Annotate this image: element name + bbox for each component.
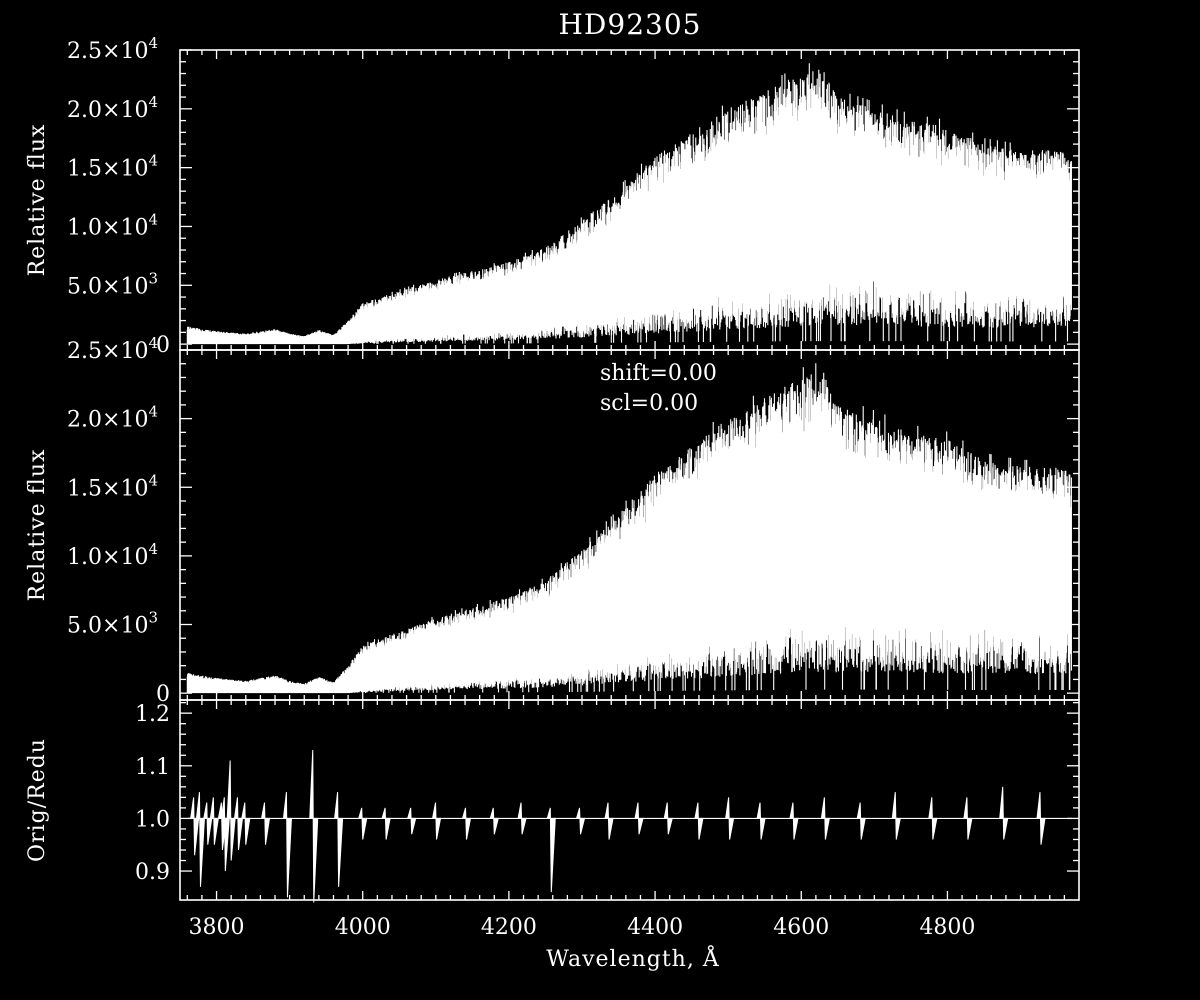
ratio-glitch bbox=[220, 797, 230, 872]
y-tick-label: 1.2 bbox=[135, 702, 170, 727]
y-axis-title: Relative flux bbox=[25, 449, 50, 602]
ratio-glitch bbox=[260, 802, 271, 845]
y-tick-label: 0 bbox=[156, 682, 170, 707]
plot-title: HD92305 bbox=[559, 8, 702, 41]
panel-annotation: scl=0.00 bbox=[600, 391, 698, 416]
ratio-glitch bbox=[963, 797, 973, 840]
x-tick-label: 4200 bbox=[481, 915, 537, 940]
ratio-glitch bbox=[209, 797, 219, 845]
x-axis-title: Wavelength, Å bbox=[546, 944, 720, 972]
plot-frame bbox=[179, 699, 1080, 901]
ratio-glitch bbox=[334, 792, 344, 887]
ratio-glitch bbox=[756, 802, 766, 840]
x-tick-label: 3800 bbox=[189, 915, 245, 940]
y-tick-label: 1.5×104 bbox=[67, 471, 158, 501]
ratio-glitch bbox=[546, 807, 556, 893]
y-tick-label: 2.0×104 bbox=[67, 93, 158, 123]
ratio-glitch bbox=[461, 807, 472, 840]
ratio-glitch bbox=[358, 807, 368, 840]
ratio-glitch bbox=[226, 760, 236, 861]
x-tick-label: 4000 bbox=[335, 915, 391, 940]
ratio-glitch bbox=[856, 802, 866, 840]
y-tick-label: 5.0×103 bbox=[67, 609, 158, 639]
ratio-glitch bbox=[282, 792, 292, 898]
spectrum-series bbox=[186, 363, 1072, 694]
ratio-glitch bbox=[309, 749, 319, 903]
ratio-glitch bbox=[725, 797, 735, 840]
y-tick-label: 1.0 bbox=[135, 807, 170, 832]
ratio-glitch bbox=[190, 797, 200, 856]
ratio-glitch bbox=[663, 802, 673, 835]
panel-annotation: shift=0.00 bbox=[600, 361, 717, 386]
ratio-glitch bbox=[431, 802, 442, 840]
y-tick-label: 0.9 bbox=[135, 860, 170, 885]
ratio-glitch bbox=[407, 807, 417, 835]
middle-spectrum-panel: 0 5.0×103 1.0×104 1.5×104 2.0×104 2.5×104 Rela… bbox=[25, 334, 1080, 707]
y-tick-label: 5.0×103 bbox=[67, 269, 158, 299]
y-tick-label: 2.5×104 bbox=[67, 34, 158, 64]
y-tick-label: 1.0×104 bbox=[67, 540, 158, 570]
ratio-glitch bbox=[489, 807, 499, 835]
ratio-glitch bbox=[891, 792, 901, 840]
ratio-glitch bbox=[694, 802, 704, 840]
ratio-glitch bbox=[928, 797, 938, 840]
ratio-glitch bbox=[241, 802, 251, 845]
ratio-glitch bbox=[999, 786, 1009, 840]
ratio-glitch bbox=[604, 802, 614, 840]
y-tick-label: 1.5×104 bbox=[67, 152, 158, 182]
y-axis-title: Orig/Redu bbox=[25, 738, 50, 862]
ratio-glitch bbox=[517, 802, 527, 835]
ratio-glitch bbox=[233, 797, 244, 851]
ratio-glitch bbox=[203, 802, 213, 845]
y-axis-title: Relative flux bbox=[25, 124, 50, 277]
y-tick-label: 1.0×104 bbox=[67, 210, 158, 240]
x-tick-label: 4600 bbox=[773, 915, 829, 940]
y-tick-label: 2.0×104 bbox=[67, 403, 158, 433]
spectrum-series bbox=[186, 63, 1072, 345]
ratio-glitch bbox=[195, 792, 205, 887]
ratio-glitch bbox=[789, 802, 799, 840]
y-tick-label: 2.5×104 bbox=[67, 334, 158, 364]
top-spectrum-panel: 0 5.0×103 1.0×104 1.5×104 2.0×104 2.5×104 Rela… bbox=[25, 34, 1080, 358]
ratio-glitch bbox=[575, 807, 586, 835]
ratio-glitch bbox=[1036, 792, 1046, 845]
x-tick-label: 4800 bbox=[919, 915, 975, 940]
ratio-glitch bbox=[634, 802, 644, 835]
y-tick-label: 1.1 bbox=[135, 755, 170, 780]
ratio-glitch bbox=[820, 797, 830, 840]
ratio-glitch bbox=[381, 807, 391, 840]
ratio-panel: 0.9 1.0 1.1 1.2 Orig/Redu 3800 4000 4200 4400 460… bbox=[25, 699, 1080, 940]
x-tick-label: 4400 bbox=[627, 915, 683, 940]
y-tick-label: 0 bbox=[156, 333, 170, 358]
